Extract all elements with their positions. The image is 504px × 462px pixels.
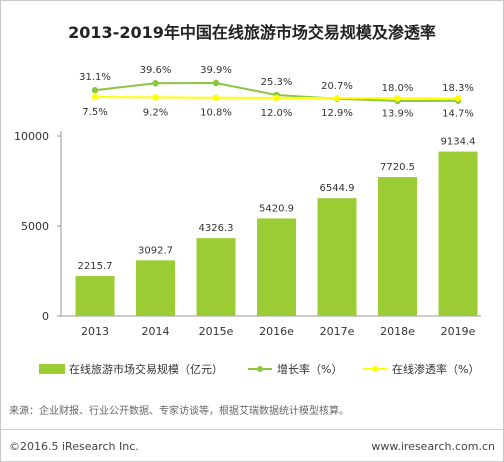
growth-value-label: 39.9% bbox=[200, 65, 232, 76]
growth-value-label: 39.6% bbox=[140, 65, 172, 76]
legend-swatch-bar bbox=[39, 364, 65, 374]
growth-point bbox=[91, 87, 99, 94]
penetration-value-label: 9.2% bbox=[143, 107, 168, 118]
penetration-value-label: 12.9% bbox=[321, 108, 353, 119]
x-tick-label: 2018e bbox=[380, 325, 415, 338]
footer-divider bbox=[1, 429, 503, 430]
bar bbox=[136, 260, 175, 316]
x-tick-label: 2014 bbox=[142, 325, 170, 338]
x-tick-label: 2013 bbox=[81, 325, 109, 338]
penetration-point bbox=[273, 94, 280, 102]
bar-value-label: 6544.9 bbox=[320, 183, 355, 194]
chart-plot: 0 5000 10000 2215.7 2013 3092.7 2014 4326.3 2015… bbox=[14, 65, 481, 376]
legend-label-bar: 在线旅游市场交易规模（亿元） bbox=[69, 362, 223, 376]
bar bbox=[257, 218, 296, 316]
x-tick-label: 2015e bbox=[199, 325, 234, 338]
legend-marker-penetration bbox=[372, 366, 378, 372]
y-tick-label: 5000 bbox=[21, 220, 49, 233]
penetration-value-label: 10.8% bbox=[200, 108, 232, 119]
source-note: 来源：企业财报、行业公开数据、专家访谈等，根据艾瑞数据统计模型核算。 bbox=[9, 406, 349, 417]
bar-value-label: 7720.5 bbox=[380, 162, 415, 173]
growth-value-label: 20.7% bbox=[321, 81, 353, 92]
penetration-point bbox=[91, 93, 99, 101]
bar bbox=[438, 151, 478, 316]
penetration-value-label: 14.7% bbox=[442, 109, 474, 120]
legend-label-growth: 增长率（%） bbox=[277, 362, 342, 376]
x-tick-label: 2016e bbox=[259, 325, 294, 338]
penetration-value-label: 7.5% bbox=[82, 107, 107, 118]
bar bbox=[196, 238, 236, 316]
y-tick-label: 0 bbox=[42, 310, 49, 323]
chart-title: 2013-2019年中国在线旅游市场交易规模及渗透率 bbox=[68, 23, 436, 42]
growth-value-label: 25.3% bbox=[261, 77, 293, 88]
penetration-point bbox=[212, 94, 220, 101]
growth-value-label: 18.0% bbox=[382, 83, 414, 94]
copyright-text: ©2016.5 iResearch Inc. bbox=[9, 440, 139, 453]
penetration-point bbox=[454, 95, 462, 102]
x-tick-label: 2017e bbox=[320, 325, 355, 338]
bar-value-label: 9134.4 bbox=[441, 137, 476, 148]
bar bbox=[317, 198, 357, 316]
y-tick-label: 10000 bbox=[14, 130, 49, 143]
bar bbox=[378, 177, 417, 316]
bar-value-label: 3092.7 bbox=[138, 245, 173, 256]
penetration-point bbox=[394, 95, 401, 102]
legend-label-penetration: 在线渗透率（%） bbox=[392, 362, 479, 376]
growth-point bbox=[152, 80, 159, 87]
x-tick-label: 2019e bbox=[441, 325, 476, 338]
growth-value-label: 18.3% bbox=[442, 83, 474, 94]
growth-value-label: 31.1% bbox=[79, 72, 111, 83]
penetration-point bbox=[333, 94, 341, 102]
bar bbox=[75, 276, 115, 316]
growth-point bbox=[212, 79, 220, 87]
bar-value-label: 5420.9 bbox=[259, 203, 294, 214]
penetration-value-label: 12.0% bbox=[261, 108, 293, 119]
bar-value-label: 4326.3 bbox=[199, 223, 234, 234]
bar-value-label: 2215.7 bbox=[78, 261, 113, 272]
legend-marker-growth bbox=[257, 366, 263, 372]
penetration-point bbox=[152, 94, 159, 101]
website-text: www.iresearch.com.cn bbox=[371, 440, 495, 453]
penetration-value-label: 13.9% bbox=[382, 108, 414, 119]
